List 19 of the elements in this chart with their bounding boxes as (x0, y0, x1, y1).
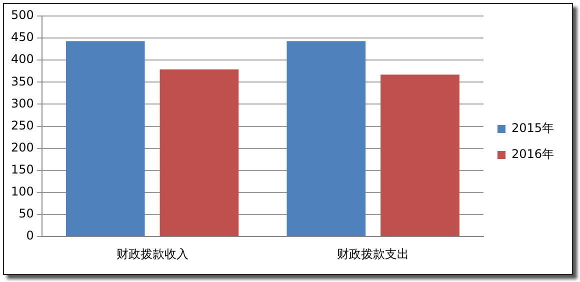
x-tick-label: 财政拨款支出 (337, 246, 410, 261)
y-tick-label: 200 (11, 140, 34, 154)
y-tick-label: 150 (11, 162, 34, 177)
y-tick-label: 300 (11, 96, 34, 110)
y-tick-label: 100 (11, 184, 34, 199)
bar (66, 41, 145, 236)
y-tick-label: 250 (11, 118, 34, 132)
y-tick-label: 400 (11, 52, 34, 66)
bar (160, 69, 239, 236)
y-tick-label: 350 (11, 74, 34, 88)
y-tick-label: 50 (18, 206, 34, 221)
y-tick-label: 500 (11, 8, 34, 22)
y-tick-label: 0 (26, 228, 34, 243)
x-tick-label: 财政拨款收入 (116, 246, 188, 261)
y-tick-label: 450 (11, 30, 34, 44)
bar (380, 74, 460, 236)
legend-label: 2016年 (511, 147, 554, 162)
bar (286, 41, 366, 236)
legend-label: 2015年 (511, 121, 554, 136)
